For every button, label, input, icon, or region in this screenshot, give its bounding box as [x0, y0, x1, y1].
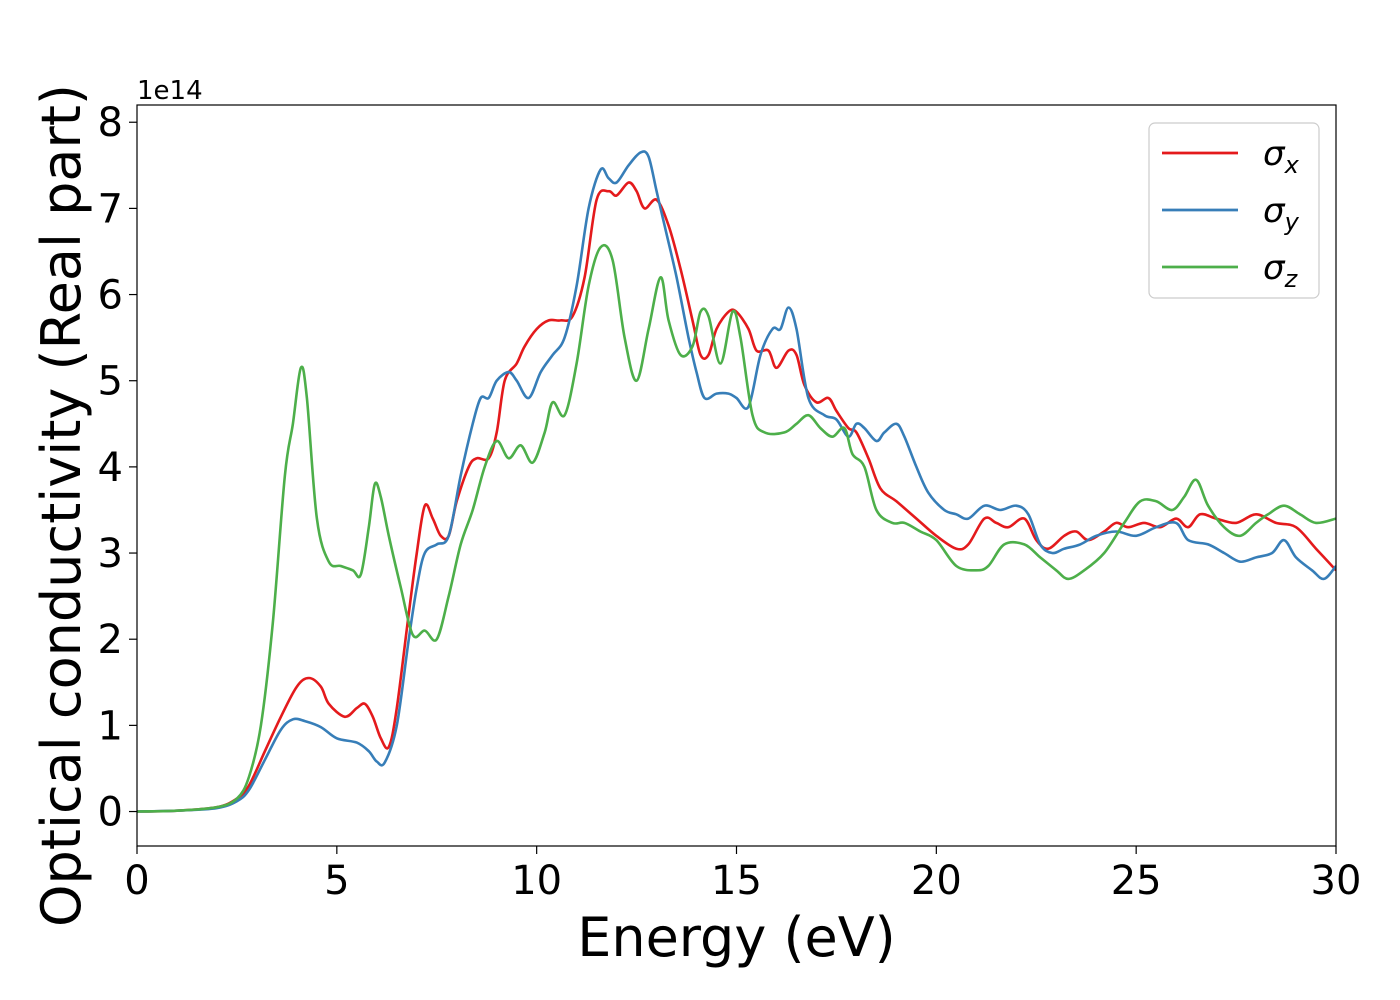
y-tick-label: 7: [98, 186, 123, 232]
x-axis-label: Energy (eV): [577, 906, 896, 969]
y-tick-label: 4: [98, 445, 123, 491]
y-tick-label: 8: [98, 100, 123, 146]
x-axis: 0 5 10 15 20 25 30: [124, 846, 1361, 904]
y-tick-label: 1: [98, 703, 123, 749]
y-axis: 0 1 2 3 4 5 6 7 8: [98, 100, 137, 835]
y-axis-label: Optical conductivity (Real part): [30, 84, 93, 927]
x-tick-label: 25: [1111, 858, 1162, 904]
x-tick-label: 0: [124, 858, 149, 904]
x-tick-label: 15: [711, 858, 762, 904]
y-tick-label: 6: [98, 273, 123, 319]
x-tick-label: 30: [1311, 858, 1362, 904]
y-tick-label: 3: [98, 531, 123, 577]
y-tick-label: 5: [98, 359, 123, 405]
y-tick-label: 2: [98, 617, 123, 663]
x-tick-label: 5: [324, 858, 349, 904]
x-tick-label: 20: [911, 858, 962, 904]
y-offset-label: 1e14: [137, 76, 203, 106]
y-tick-label: 0: [98, 790, 123, 836]
x-tick-label: 10: [511, 858, 562, 904]
